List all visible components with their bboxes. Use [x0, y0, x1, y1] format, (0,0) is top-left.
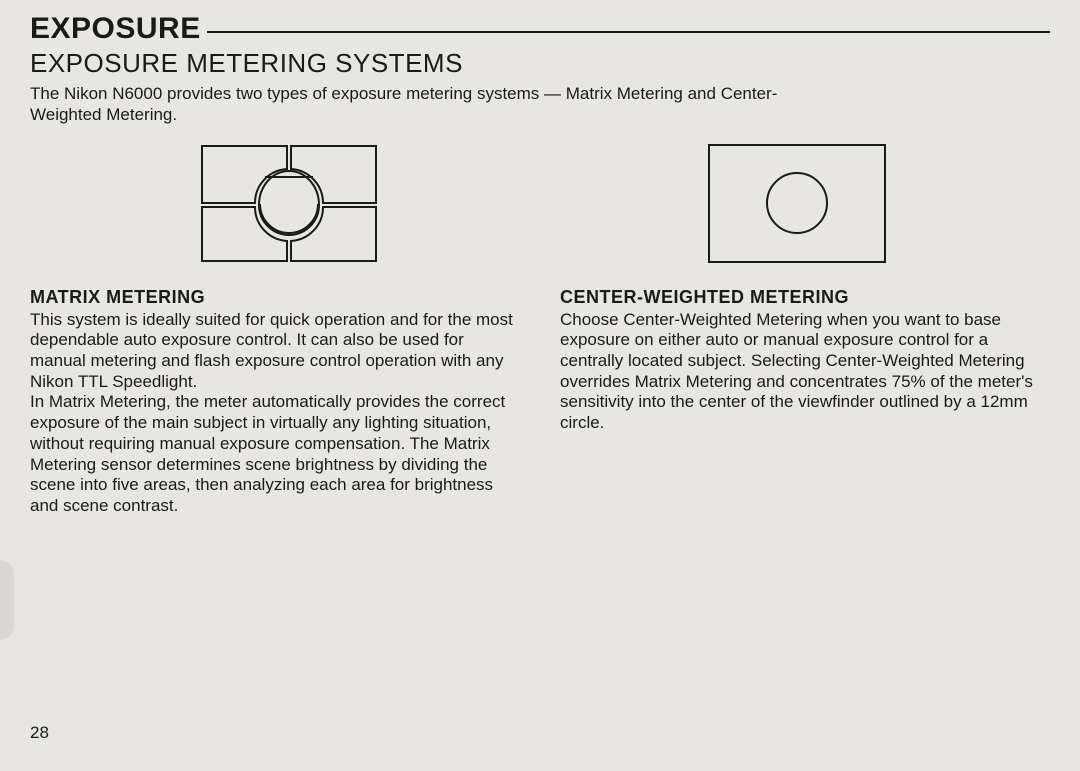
center-weighted-icon — [708, 144, 886, 263]
center-weighted-diagram — [708, 144, 886, 263]
matrix-metering-icon — [200, 144, 378, 263]
thumb-index-tab — [0, 560, 14, 640]
intro-text: The Nikon N6000 provides two types of ex… — [30, 83, 810, 126]
matrix-heading: MATRIX METERING — [30, 287, 520, 308]
manual-page: EXPOSURE EXPOSURE METERING SYSTEMS The N… — [0, 0, 1080, 771]
right-column: CENTER-WEIGHTED METERING Choose Center-W… — [560, 287, 1050, 517]
diagrams-row — [30, 144, 1050, 263]
matrix-metering-diagram — [200, 144, 378, 263]
left-column: MATRIX METERING This system is ideally s… — [30, 287, 520, 517]
columns: MATRIX METERING This system is ideally s… — [30, 287, 1050, 517]
title-row: EXPOSURE — [30, 12, 1050, 46]
page-title: EXPOSURE — [30, 12, 207, 46]
page-number: 28 — [30, 723, 49, 743]
matrix-body: This system is ideally suited for quick … — [30, 310, 520, 517]
centerweighted-body: Choose Center-Weighted Metering when you… — [560, 310, 1050, 434]
page-subtitle: EXPOSURE METERING SYSTEMS — [30, 48, 1050, 79]
centerweighted-heading: CENTER-WEIGHTED METERING — [560, 287, 1050, 308]
title-rule — [207, 31, 1050, 33]
